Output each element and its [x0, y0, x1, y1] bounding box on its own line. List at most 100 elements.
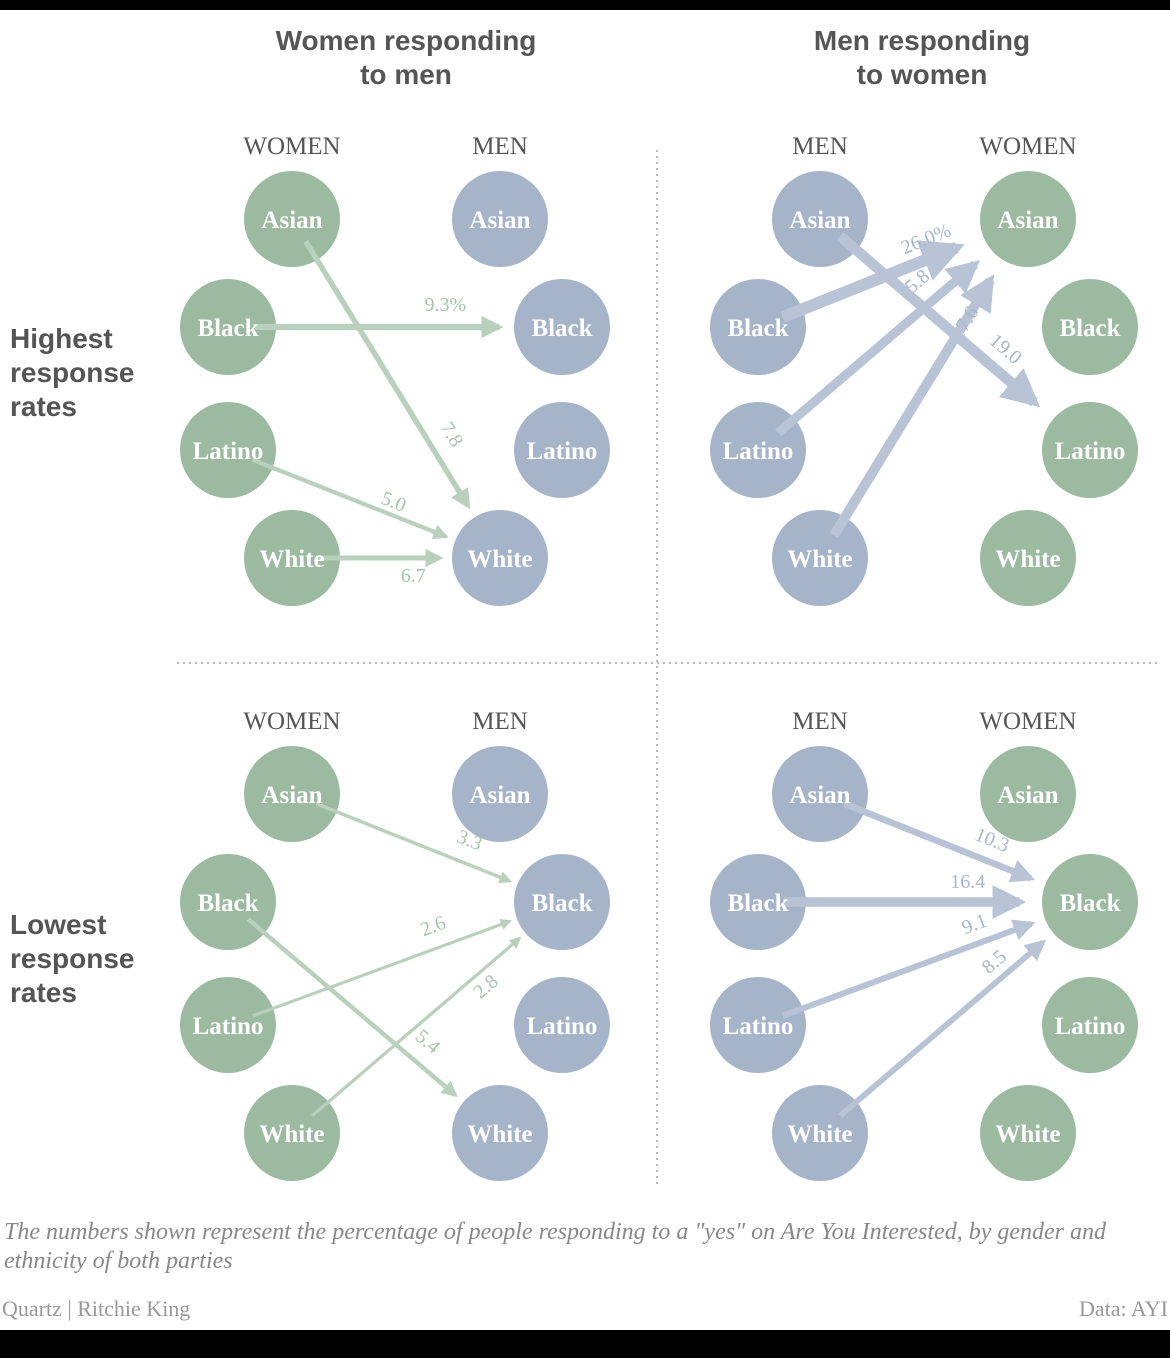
node-label: Black [1059, 890, 1120, 917]
node-women-white [244, 510, 340, 606]
top-border [0, 0, 1170, 10]
node-label: Asian [261, 782, 322, 809]
node-label: Asian [469, 207, 530, 234]
arrow-asian-to-black [843, 800, 1036, 883]
highest-row-title-line-2: response [10, 357, 135, 388]
node-women-black [180, 854, 276, 950]
value-label: 6.7 [401, 565, 426, 587]
node-women-latino [180, 402, 276, 498]
node-label: Latino [723, 438, 794, 465]
lowest-row-title-line-2: response [10, 943, 135, 974]
node-men-black [710, 279, 806, 375]
node-label: Black [727, 315, 788, 342]
value-label: 16.4 [950, 871, 985, 893]
arrow-asian-to-white [303, 240, 471, 510]
lowest-row-title-line-1: Lowest [10, 909, 107, 940]
node-women-latino [1042, 977, 1138, 1073]
node-men-black [514, 854, 610, 950]
column-header-men: MEN [792, 133, 848, 160]
node-label: White [995, 546, 1060, 573]
arrow-latino-to-white [251, 457, 449, 540]
highest-row-title: Highest response rates [10, 322, 170, 424]
node-label: Black [531, 315, 592, 342]
node-label: White [995, 1121, 1060, 1148]
node-women-black [1042, 279, 1138, 375]
node-men-latino [710, 977, 806, 1073]
node-women-asian [980, 171, 1076, 267]
node-label: Black [197, 890, 258, 917]
node-label: Asian [789, 207, 850, 234]
arrow-white-to-black [838, 939, 1047, 1119]
node-label: White [787, 1121, 852, 1148]
women-title-line-2: to men [360, 59, 452, 90]
node-label: White [259, 546, 324, 573]
node-women-asian [980, 746, 1076, 842]
node-label: Asian [261, 207, 322, 234]
node-men-latino [514, 402, 610, 498]
node-men-white [452, 1085, 548, 1181]
node-women-white [244, 1085, 340, 1181]
column-header-women: WOMEN [979, 133, 1076, 160]
node-label: Asian [997, 207, 1058, 234]
arrow-latino-to-black [781, 919, 1036, 1019]
arrow-white-to-black [311, 936, 522, 1118]
node-women-latino [1042, 402, 1138, 498]
women-title-line-1: Women responding [275, 25, 537, 56]
lowest-row-title: Lowest response rates [10, 908, 170, 1010]
node-label: Latino [193, 1013, 264, 1040]
node-label: White [787, 546, 852, 573]
node-label: Latino [723, 1013, 794, 1040]
node-men-black [514, 279, 610, 375]
lowest-row-title-line-3: rates [10, 977, 77, 1008]
node-label: Asian [789, 782, 850, 809]
men-title-line-2: to women [856, 59, 988, 90]
node-women-latino [180, 977, 276, 1073]
women-column-title: Women responding to men [226, 24, 586, 92]
arrow-latino-to-asian [775, 260, 980, 437]
men-column-title: Men responding to women [742, 24, 1102, 92]
value-label: 9.3% [424, 294, 466, 316]
node-label: Black [1059, 315, 1120, 342]
node-men-asian [452, 171, 548, 267]
node-label: White [467, 546, 532, 573]
node-men-asian [452, 746, 548, 842]
node-label: Latino [1055, 1013, 1126, 1040]
node-women-white [980, 1085, 1076, 1181]
bottom-border [0, 1330, 1170, 1358]
node-label: White [259, 1121, 324, 1148]
node-men-white [452, 510, 548, 606]
node-label: Latino [1055, 438, 1126, 465]
node-women-black [180, 279, 276, 375]
node-label: Black [197, 315, 258, 342]
node-women-black [1042, 854, 1138, 950]
node-label: Latino [193, 438, 264, 465]
footnote: The numbers shown represent the percenta… [4, 1219, 1106, 1274]
node-label: Latino [527, 438, 598, 465]
column-header-women: WOMEN [243, 708, 340, 735]
value-label: 9.1 [959, 910, 990, 939]
arrow-asian-to-black [315, 802, 512, 884]
node-women-white [980, 510, 1076, 606]
arrow-black-to-asian [780, 240, 965, 323]
node-men-asian [772, 746, 868, 842]
value-label: 2.6 [418, 912, 449, 941]
column-header-men: MEN [472, 708, 528, 735]
column-header-men: MEN [792, 708, 848, 735]
node-men-black [710, 854, 806, 950]
node-women-asian [244, 746, 340, 842]
node-label: White [467, 1121, 532, 1148]
arrow-black-to-white [246, 917, 458, 1098]
arrow-white-to-asian [829, 274, 995, 539]
men-title-line-1: Men responding [813, 25, 1031, 56]
column-header-women: WOMEN [243, 133, 340, 160]
credit-source: Data: AYI [1078, 1296, 1168, 1321]
node-men-latino [514, 977, 610, 1073]
node-women-asian [244, 171, 340, 267]
node-label: Asian [469, 782, 530, 809]
highest-row-title-line-1: Highest [10, 323, 113, 354]
